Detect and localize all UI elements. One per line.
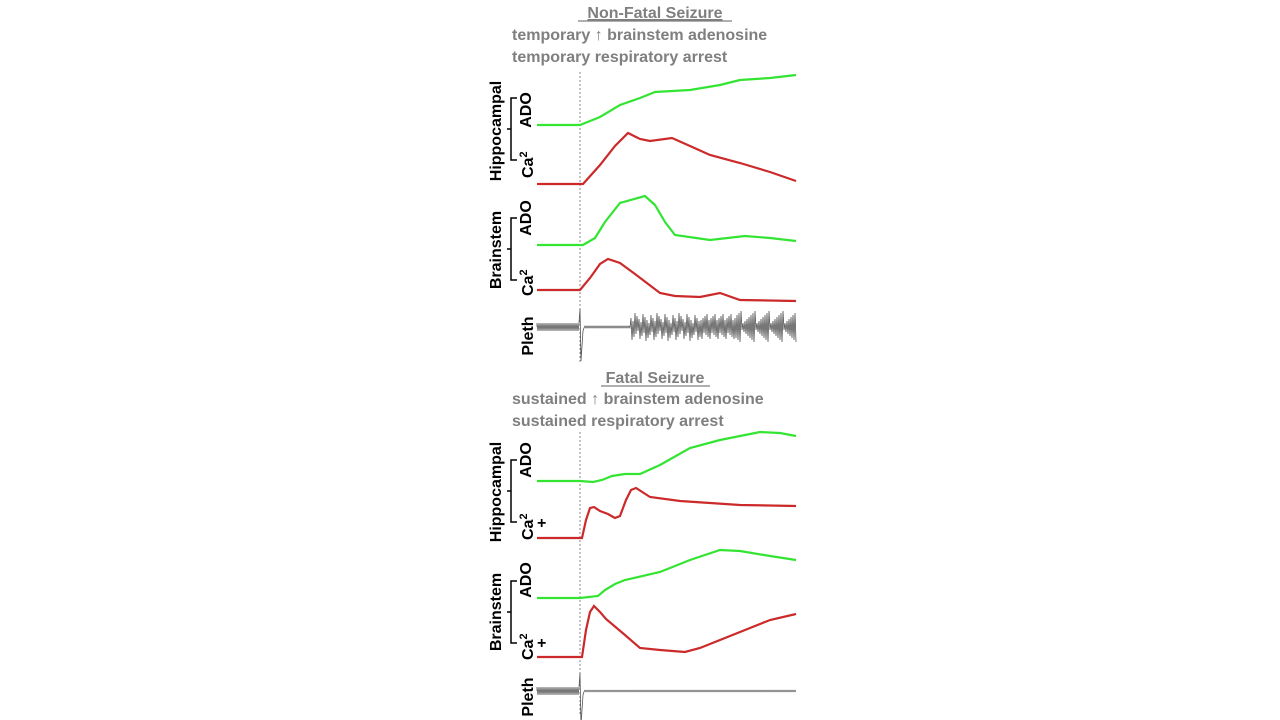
pleth-label: Pleth (520, 316, 537, 355)
hippocampal-ca-trace (537, 486, 797, 540)
ca-label: Ca2 (518, 633, 537, 660)
ca-label: Ca2 (518, 269, 537, 296)
panel-subtitle-2: temporary respiratory arrest (512, 49, 728, 66)
ca-label: Ca2 (518, 151, 537, 178)
region-label-hippocampal: Hippocampal (488, 81, 505, 181)
ca-charge: + (537, 515, 546, 532)
brainstem-ado-trace (537, 194, 797, 247)
pleth-trace (536, 672, 797, 720)
brainstem-ca-trace (537, 257, 797, 303)
hippocampal-ca-trace (537, 131, 797, 186)
brainstem-ca-trace (537, 604, 797, 659)
panel-subtitle-1: sustained ↑ brainstem adenosine (512, 391, 764, 408)
bracket (507, 217, 517, 281)
panel-title: Fatal Seizure (606, 370, 705, 387)
ado-label: ADO (518, 200, 535, 236)
pleth-trace (536, 308, 797, 362)
hippocampal-ado-trace (537, 430, 797, 484)
brainstem-ado-trace (537, 548, 797, 600)
hippocampal-ado-trace (537, 73, 797, 127)
ca-label: Ca2 (518, 513, 537, 540)
ado-label: ADO (518, 442, 535, 478)
region-label-brainstem: Brainstem (488, 573, 505, 651)
region-label-brainstem: Brainstem (488, 211, 505, 289)
panel-subtitle-1: temporary ↑ brainstem adenosine (512, 27, 767, 44)
ado-label: ADO (518, 562, 535, 598)
bracket (507, 580, 517, 644)
ca-charge: + (537, 635, 546, 652)
pleth-label: Pleth (520, 677, 537, 716)
panel-non-fatal: Non-Fatal Seizure temporary ↑ brainstem … (488, 5, 797, 362)
panel-title: Non-Fatal Seizure (587, 5, 722, 22)
bracket (507, 97, 517, 161)
ado-label: ADO (518, 92, 535, 128)
panel-subtitle-2: sustained respiratory arrest (512, 413, 724, 430)
panel-fatal: Fatal Seizure sustained ↑ brainstem aden… (488, 370, 797, 720)
bracket (507, 459, 517, 523)
region-label-hippocampal: Hippocampal (488, 442, 505, 542)
